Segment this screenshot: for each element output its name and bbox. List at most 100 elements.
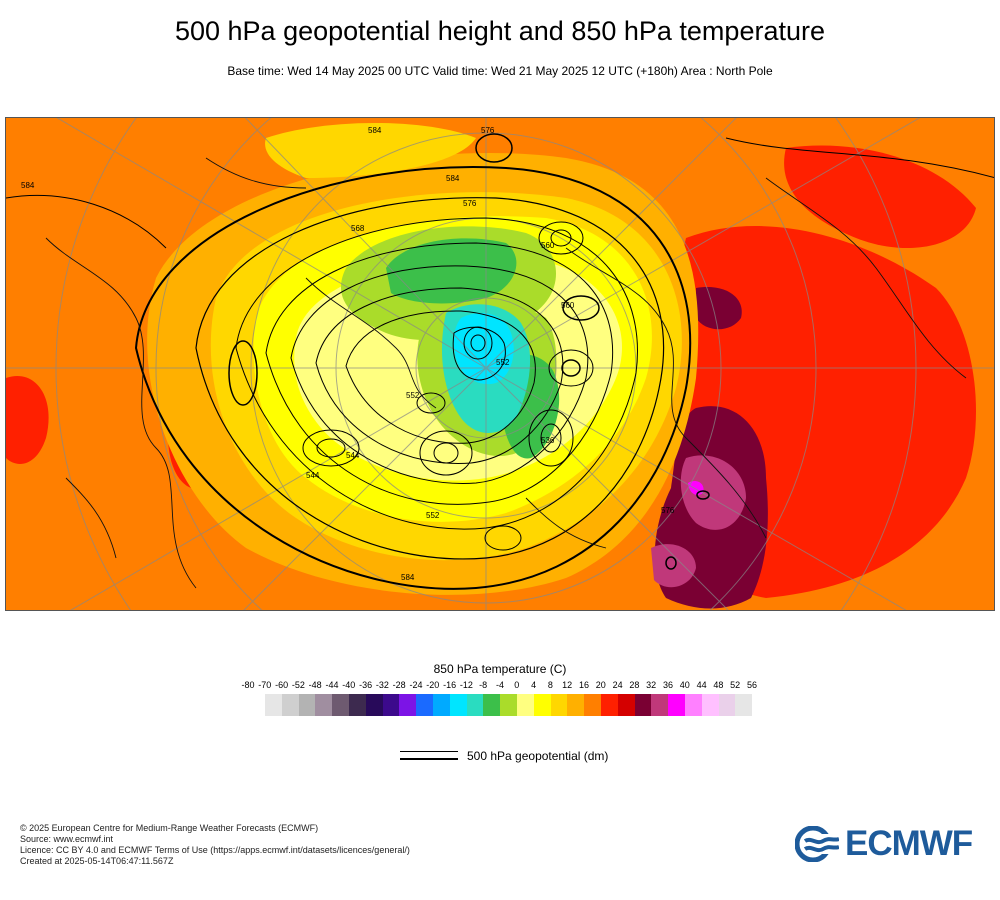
temperature-field-red-edge <box>6 376 49 464</box>
colorbar-swatch <box>382 694 400 716</box>
contour-label: 560 <box>561 301 575 310</box>
colorbar-swatch <box>533 694 551 716</box>
colorbar-swatch <box>483 694 501 716</box>
footer-licence: Licence: CC BY 4.0 and ECMWF Terms of Us… <box>20 845 410 855</box>
graticule <box>6 118 994 610</box>
colorbar-swatch <box>365 694 383 716</box>
contour-label: 584 <box>401 573 415 582</box>
colorbar-tick-label: 48 <box>713 680 724 690</box>
colorbar-swatch <box>432 694 450 716</box>
temperature-field-pink-south <box>651 544 696 588</box>
contour-label: 584 <box>446 174 460 183</box>
colorbar-tick-label: -20 <box>426 680 440 690</box>
ecmwf-logo: ECMWF <box>795 824 973 863</box>
colorbar-swatch <box>449 694 467 716</box>
colorbar-swatch <box>332 694 349 716</box>
contour-label: 552 <box>426 511 440 520</box>
ecmwf-logo-icon <box>795 826 839 862</box>
contour-labels: 584 576 584 552 584 576 568 560 552 544 … <box>21 126 675 582</box>
colorbar-tick-label: 24 <box>612 680 623 690</box>
colorbar-swatch <box>684 694 702 716</box>
contour-label: 568 <box>351 224 365 233</box>
colorbar-tick-label: 52 <box>730 680 741 690</box>
colorbar-tick-label: -44 <box>325 680 339 690</box>
contour-label: 552 <box>496 358 510 367</box>
colorbar-swatch <box>265 694 282 716</box>
colorbar-tick-label: 40 <box>679 680 690 690</box>
colorbar-swatch <box>516 694 534 716</box>
colorbar-swatch <box>298 694 316 716</box>
temperature-field-green <box>386 238 517 304</box>
contour-label: 584 <box>368 126 382 135</box>
contour-legend-line-thin <box>400 751 458 752</box>
colorbar-tick-label: -4 <box>495 680 505 690</box>
temperature-field-maroon-north <box>696 287 742 330</box>
colorbar-swatch <box>584 694 601 716</box>
colorbar-tick-label: -40 <box>342 680 356 690</box>
colorbar-tick-label: 44 <box>696 680 707 690</box>
north-pole-map: 584 576 584 552 584 576 568 560 552 544 … <box>6 118 994 610</box>
contour-label: 536 <box>541 436 555 445</box>
colorbar-tick-label: -16 <box>443 680 457 690</box>
footer-copyright: © 2025 European Centre for Medium-Range … <box>20 823 319 833</box>
colorbar-swatch <box>416 694 433 716</box>
colorbar-tick-label: 16 <box>578 680 590 690</box>
contour-legend-line-thick <box>400 758 458 760</box>
colorbar-tick-label: -32 <box>375 680 389 690</box>
colorbar-swatch <box>600 694 618 716</box>
footer-credits: © 2025 European Centre for Medium-Range … <box>20 823 410 867</box>
colorbar-tick-label: 8 <box>547 680 553 690</box>
colorbar-swatch <box>399 694 417 716</box>
colorbar-tick-label: -36 <box>359 680 373 690</box>
colorbar-swatch <box>651 694 669 716</box>
colorbar-tick-label: 56 <box>746 680 758 690</box>
colorbar-tick-label: -52 <box>291 680 305 690</box>
colorbar-tick-label: 36 <box>662 680 674 690</box>
colorbar <box>265 694 753 716</box>
contour-label: 584 <box>21 181 35 190</box>
colorbar-swatch <box>466 694 484 716</box>
colorbar-swatch <box>567 694 585 716</box>
colorbar-tick-label: -70 <box>258 680 272 690</box>
contour-label: 560 <box>541 241 555 250</box>
contour-label: 576 <box>481 126 495 135</box>
colorbar-swatch <box>718 694 736 716</box>
colorbar-swatch <box>668 694 685 716</box>
contour-legend-lines <box>400 748 458 762</box>
colorbar-swatch <box>281 694 299 716</box>
temperature-field-pink <box>680 455 746 530</box>
temperature-field-yellow-north <box>265 123 476 178</box>
colorbar-swatch <box>617 694 635 716</box>
colorbar-tick-label: -12 <box>459 680 473 690</box>
colorbar-tick-label: -48 <box>308 680 322 690</box>
colorbar-swatch <box>701 694 719 716</box>
colorbar-tick-label: 0 <box>514 680 520 690</box>
colorbar-tick-label: 20 <box>595 680 606 690</box>
contour-legend-label: 500 hPa geopotential (dm) <box>467 749 609 763</box>
contour-label: 552 <box>406 391 420 400</box>
footer-source: Source: www.ecmwf.int <box>20 834 114 844</box>
map-panel: 584 576 584 552 584 576 568 560 552 544 … <box>5 117 995 611</box>
colorbar-swatch <box>315 694 333 716</box>
colorbar-tick-label: -24 <box>409 680 423 690</box>
colorbar-tick-label: 4 <box>531 680 537 690</box>
colorbar-tick-label: 28 <box>629 680 640 690</box>
chart-title: 500 hPa geopotential height and 850 hPa … <box>174 16 825 46</box>
colorbar-swatch <box>634 694 652 716</box>
contour-label: 544 <box>346 451 360 460</box>
contour-label: 576 <box>463 199 477 208</box>
colorbar-tick-label: -80 <box>241 680 255 690</box>
geopotential-contours <box>6 133 994 590</box>
colorbar-swatch <box>500 694 517 716</box>
colorbar-tick-label: 32 <box>646 680 657 690</box>
ecmwf-logo-text: ECMWF <box>845 824 973 863</box>
legend-title: 850 hPa temperature (C) <box>433 662 567 676</box>
colorbar-tick-label: -60 <box>275 680 289 690</box>
chart-subtitle: Base time: Wed 14 May 2025 00 UTC Valid … <box>227 64 773 78</box>
contour-label: 576 <box>661 506 675 515</box>
contour-label: 544 <box>306 471 320 480</box>
colorbar-swatch <box>735 694 753 716</box>
colorbar-tick-label: -8 <box>479 680 488 690</box>
colorbar-tick-label: 12 <box>562 680 573 690</box>
colorbar-swatch <box>348 694 366 716</box>
